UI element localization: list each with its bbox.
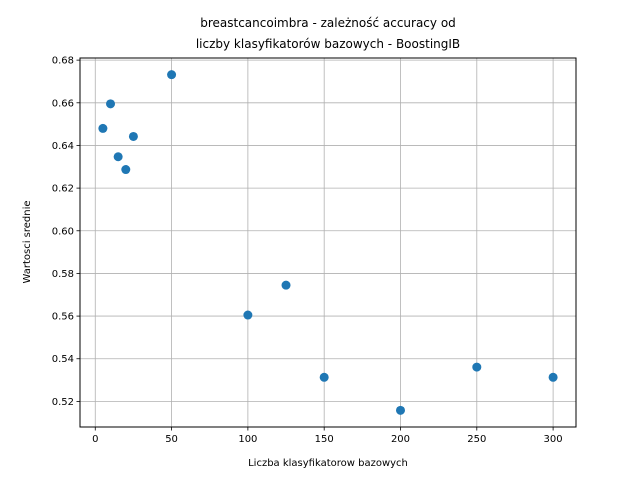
y-axis: 0.52 0.54 0.56 0.58 0.60 0.62 0.64 0.66 0.68 [52,56,80,408]
y-tick-label: 0.62 [52,184,74,195]
data-point [113,152,123,162]
grid-lines [80,58,576,427]
y-tick-label: 0.60 [52,226,74,237]
data-point [98,123,108,133]
x-tick-label: 0 [92,434,98,445]
data-point [395,405,405,415]
data-point [243,310,253,320]
y-axis-label: Wartosci srednie [22,200,33,283]
y-tick-label: 0.52 [52,397,74,408]
y-tick-label: 0.58 [52,269,74,280]
plot-area [79,57,577,428]
x-tick-label: 300 [544,434,563,445]
y-tick-label: 0.64 [52,141,74,152]
y-tick-label: 0.68 [52,56,74,67]
x-tick-label: 50 [165,434,178,445]
y-tick-label: 0.54 [52,354,74,365]
y-tick-label: 0.66 [52,98,74,109]
data-point [281,280,291,290]
x-axis-label: Liczba klasyfikatorow bazowych [248,458,408,469]
chart-title-line-2: liczby klasyfikatorów bazowych - Boostin… [196,37,460,51]
data-points [98,70,558,415]
data-point [472,362,482,372]
x-axis: 0 50 100 150 200 250 300 [92,427,563,445]
data-point [128,131,138,141]
x-tick-label: 250 [467,434,486,445]
data-point [121,165,131,175]
data-point [167,70,177,80]
x-tick-label: 100 [238,434,257,445]
chart-title-line-1: breastcancoimbra - zależność accuracy od [200,16,456,30]
x-tick-label: 200 [391,434,410,445]
data-point [106,99,116,109]
data-point [319,372,329,382]
x-tick-label: 150 [315,434,334,445]
y-tick-label: 0.56 [52,312,74,323]
data-point [548,372,558,382]
